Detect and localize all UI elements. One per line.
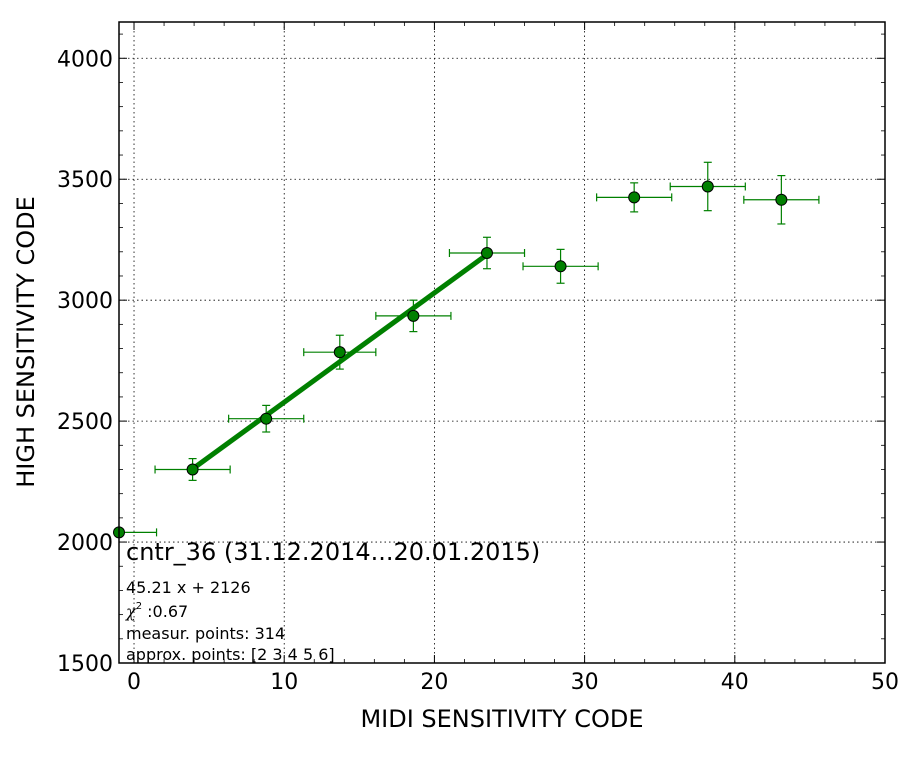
fit-equation: 45.21 x + 2126 [126, 578, 251, 597]
data-point [260, 412, 273, 425]
data-point [628, 191, 641, 204]
data-point [480, 247, 493, 260]
tick-marks [119, 22, 886, 664]
x-tick-label: 0 [127, 670, 141, 695]
chi-value: :0.67 [142, 602, 188, 621]
data-point [407, 309, 420, 322]
y-tick-label: 1500 [57, 652, 113, 677]
approx-points: approx. points: [2 3 4 5 6] [126, 645, 335, 664]
data-point [333, 346, 346, 359]
chi-exponent: 2 [136, 601, 142, 612]
y-axis-label: HIGH SENSITIVITY CODE [12, 196, 40, 488]
measurement-points: measur. points: 314 [126, 624, 285, 643]
y-tick-label: 4000 [57, 47, 113, 72]
y-tick-label: 3500 [57, 168, 113, 193]
x-tick-label: 40 [721, 670, 749, 695]
chart-title: cntr_36 (31.12.2014...20.01.2015) [126, 538, 540, 566]
data-point [775, 193, 788, 206]
chi-squared: χ2 :0.67 [125, 601, 188, 621]
data-point [186, 463, 199, 476]
x-tick-label: 50 [871, 670, 899, 695]
x-tick-label: 20 [420, 670, 448, 695]
grid-lines [119, 22, 885, 663]
x-tick-label: 30 [571, 670, 599, 695]
y-tick-label: 3000 [57, 289, 113, 314]
data-point [554, 260, 567, 273]
y-tick-label: 2000 [57, 531, 113, 556]
x-axis-label: MIDI SENSITIVITY CODE [360, 705, 643, 733]
data-points-layer [113, 180, 788, 539]
y-tick-label: 2500 [57, 410, 113, 435]
tick-labels: 0 10 20 30 40 50 1500 2000 2500 3000 3500 4000 [57, 47, 899, 695]
chi-symbol: χ [125, 602, 137, 621]
data-point [701, 180, 714, 193]
x-tick-label: 10 [270, 670, 298, 695]
plot-frame [118, 21, 886, 664]
